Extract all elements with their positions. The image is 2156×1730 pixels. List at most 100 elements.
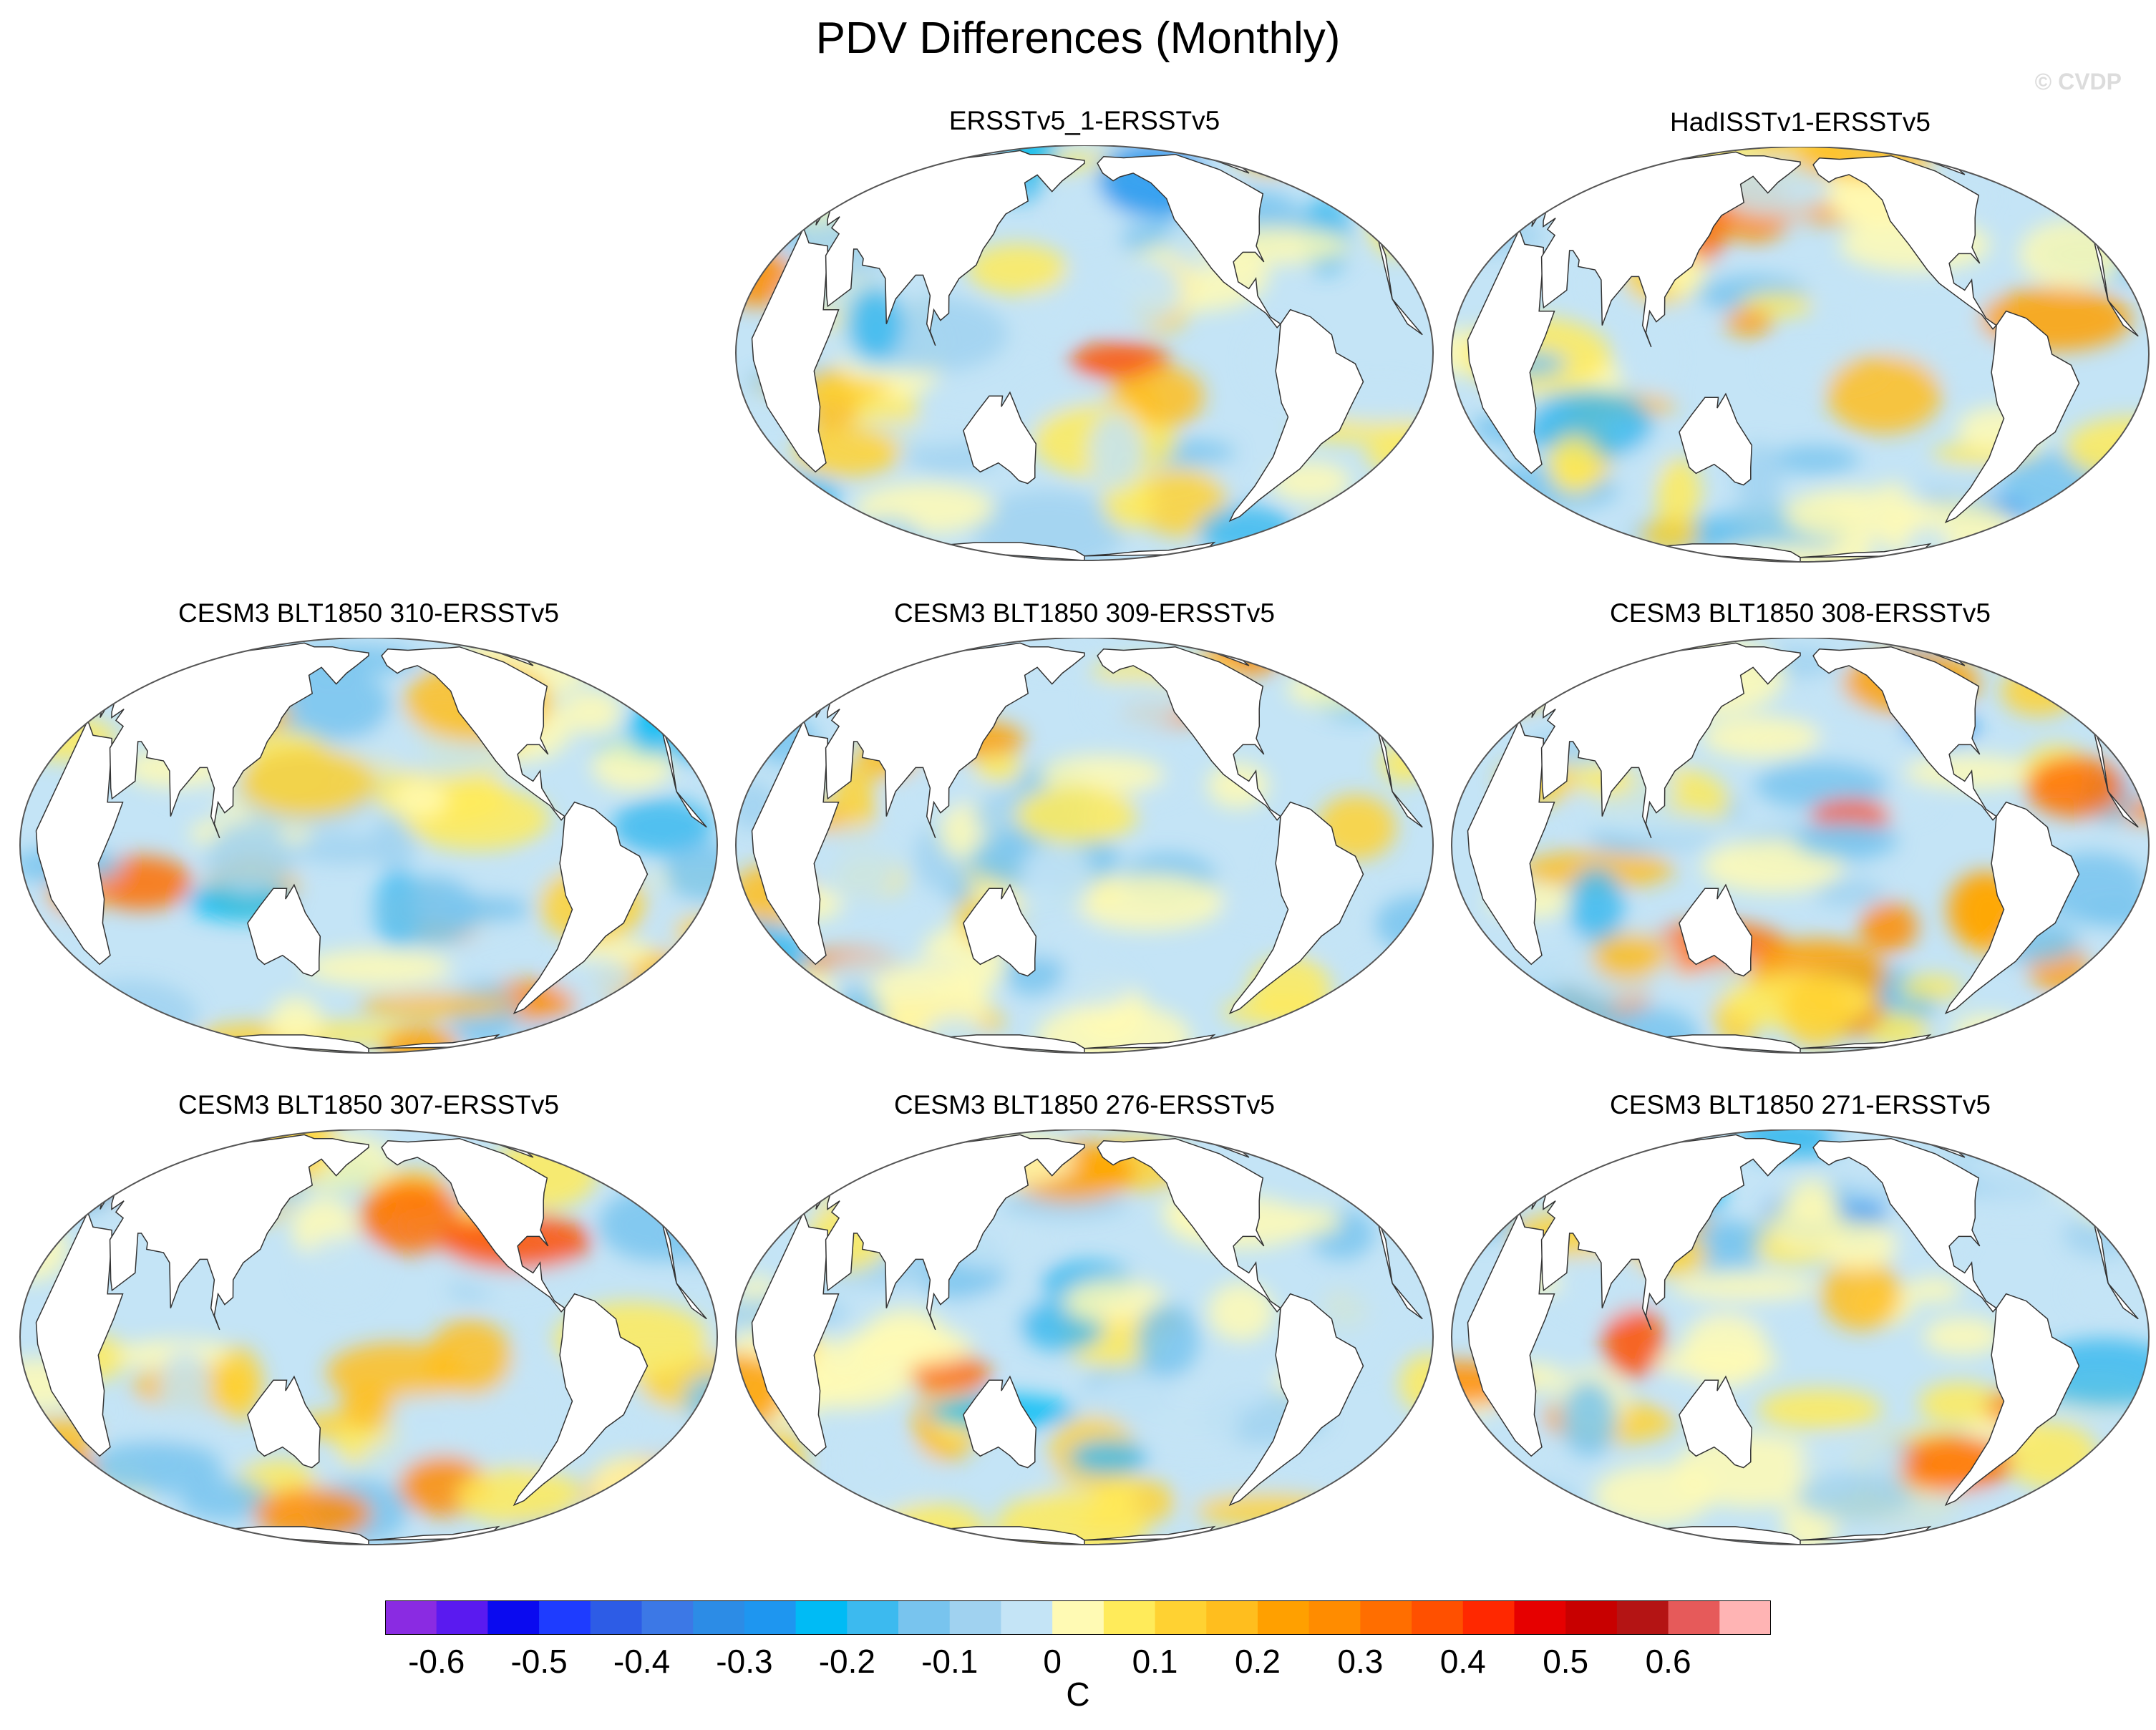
australia-land xyxy=(1679,392,1753,486)
north-america-land xyxy=(1812,646,1998,821)
map-panel: CESM3 BLT1850 271-ERSSTv5 xyxy=(1442,1090,2156,1566)
cvdp-watermark: © CVDP xyxy=(2034,69,2122,94)
panel-title: CESM3 BLT1850 310-ERSSTv5 xyxy=(178,598,559,628)
colorbar-tick-label: -0.4 xyxy=(613,1643,671,1680)
eurasia-land xyxy=(92,642,369,839)
south-america-land xyxy=(513,801,649,1015)
panel-title: HadISSTv1-ERSSTv5 xyxy=(1670,107,1931,137)
south-america-land xyxy=(1228,308,1364,523)
colorbar-swatch xyxy=(795,1600,848,1635)
panel-title: CESM3 BLT1850 309-ERSSTv5 xyxy=(894,598,1275,628)
colorbar-tick-label: -0.3 xyxy=(716,1643,773,1680)
world-map xyxy=(1451,638,2150,1054)
colorbar-tick-label: -0.1 xyxy=(921,1643,979,1680)
colorbar-swatch xyxy=(693,1600,745,1635)
south-america-land xyxy=(1944,1293,2080,1507)
world-map xyxy=(19,638,718,1054)
panel-title: CESM3 BLT1850 271-ERSSTv5 xyxy=(1610,1090,1991,1119)
colorbar-swatch xyxy=(949,1600,1002,1635)
eurasia-land xyxy=(1524,642,1801,839)
africa-land xyxy=(2107,1283,2139,1320)
north-america-land xyxy=(1097,646,1282,821)
colorbar-tick-label: 0.2 xyxy=(1234,1643,1281,1680)
colorbar-swatch xyxy=(1360,1600,1412,1635)
world-map xyxy=(735,1129,1434,1545)
north-america-land xyxy=(1097,1137,1282,1313)
colorbar-tick-label: -0.2 xyxy=(818,1643,875,1680)
colorbar-swatch xyxy=(1206,1600,1258,1635)
colorbar-swatch xyxy=(1257,1600,1310,1635)
map-panel: ERSSTv5_1-ERSSTv5 xyxy=(727,106,1442,582)
south-america-land xyxy=(1228,1293,1364,1507)
colorbar-swatch xyxy=(641,1600,694,1635)
australia-land xyxy=(247,1375,321,1469)
colorbar-swatch xyxy=(436,1600,488,1635)
colorbar-swatch xyxy=(1668,1600,1720,1635)
map-panel: CESM3 BLT1850 308-ERSSTv5 xyxy=(1442,598,2156,1074)
colorbar-swatch xyxy=(744,1600,797,1635)
eurasia-land xyxy=(1524,1134,1801,1331)
north-america-land xyxy=(381,1137,566,1313)
colorbar-swatch xyxy=(1308,1600,1361,1635)
africa-land xyxy=(676,1283,707,1320)
colorbar-swatch xyxy=(1155,1600,1207,1635)
australia-land xyxy=(1679,883,1753,977)
australia-land xyxy=(247,883,321,977)
africa-land xyxy=(676,791,707,828)
colorbar-swatch xyxy=(1565,1600,1618,1635)
map-outline xyxy=(1451,638,2150,1054)
world-map xyxy=(1451,147,2150,563)
eurasia-land xyxy=(808,150,1085,346)
colorbar-tick-label: -0.6 xyxy=(408,1643,465,1680)
panel-title: CESM3 BLT1850 307-ERSSTv5 xyxy=(178,1090,559,1119)
colorbar-swatch xyxy=(539,1600,591,1635)
map-panel: CESM3 BLT1850 310-ERSSTv5 xyxy=(11,598,727,1074)
colorbar-swatch xyxy=(1001,1600,1053,1635)
south-america-land xyxy=(513,1293,649,1507)
panel-title: CESM3 BLT1850 308-ERSSTv5 xyxy=(1610,598,1991,628)
colorbar-tick-label: 0.1 xyxy=(1132,1643,1178,1680)
map-panel: CESM3 BLT1850 307-ERSSTv5 xyxy=(11,1090,727,1566)
map-outline xyxy=(19,638,718,1054)
colorbar-tick-label: 0.4 xyxy=(1439,1643,1486,1680)
colorbar-tick-label: 0.6 xyxy=(1645,1643,1691,1680)
colorbar-swatch xyxy=(385,1600,437,1635)
north-america-land xyxy=(1812,1137,1998,1313)
colorbar-tick-label: 0 xyxy=(1043,1643,1062,1680)
north-america-land xyxy=(1097,153,1282,329)
map-outline xyxy=(735,1129,1434,1545)
map-outline xyxy=(735,145,1434,561)
australia-land xyxy=(1679,1375,1753,1469)
africa-land xyxy=(1392,298,1423,336)
eurasia-land xyxy=(1524,151,1801,348)
world-map xyxy=(735,145,1434,561)
africa-land xyxy=(2107,791,2139,828)
colorbar-swatch xyxy=(1103,1600,1156,1635)
panel-title: CESM3 BLT1850 276-ERSSTv5 xyxy=(894,1090,1275,1119)
colorbar-swatch xyxy=(847,1600,899,1635)
colorbar xyxy=(385,1600,1771,1635)
africa-land xyxy=(1392,1283,1423,1320)
world-map xyxy=(19,1129,718,1545)
colorbar-tick-label: 0.3 xyxy=(1337,1643,1384,1680)
map-outline xyxy=(19,1129,718,1545)
australia-land xyxy=(963,883,1037,977)
world-map xyxy=(735,638,1434,1054)
colorbar-swatch xyxy=(487,1600,540,1635)
australia-land xyxy=(963,391,1037,485)
australia-land xyxy=(963,1375,1037,1469)
colorbar-swatch xyxy=(590,1600,643,1635)
map-panel: CESM3 BLT1850 276-ERSSTv5 xyxy=(727,1090,1442,1566)
colorbar-labels: -0.6 -0.5 -0.4 -0.3 -0.2 -0.1 0 0.1 0.2 0.3 0.4 0.5… xyxy=(0,1635,2156,1680)
panel-title: ERSSTv5_1-ERSSTv5 xyxy=(948,106,1220,135)
colorbar-swatch xyxy=(898,1600,951,1635)
colorbar-swatch xyxy=(1514,1600,1566,1635)
eurasia-land xyxy=(92,1134,369,1331)
map-panel: CESM3 BLT1850 309-ERSSTv5 xyxy=(727,598,1442,1074)
map-panel: HadISSTv1-ERSSTv5 xyxy=(1442,107,2156,583)
map-outline xyxy=(735,638,1434,1054)
colorbar-swatch xyxy=(1719,1600,1771,1635)
eurasia-land xyxy=(808,1134,1085,1331)
colorbar-tick-label: 0.5 xyxy=(1543,1643,1589,1680)
colorbar-units: C xyxy=(1066,1676,1090,1713)
